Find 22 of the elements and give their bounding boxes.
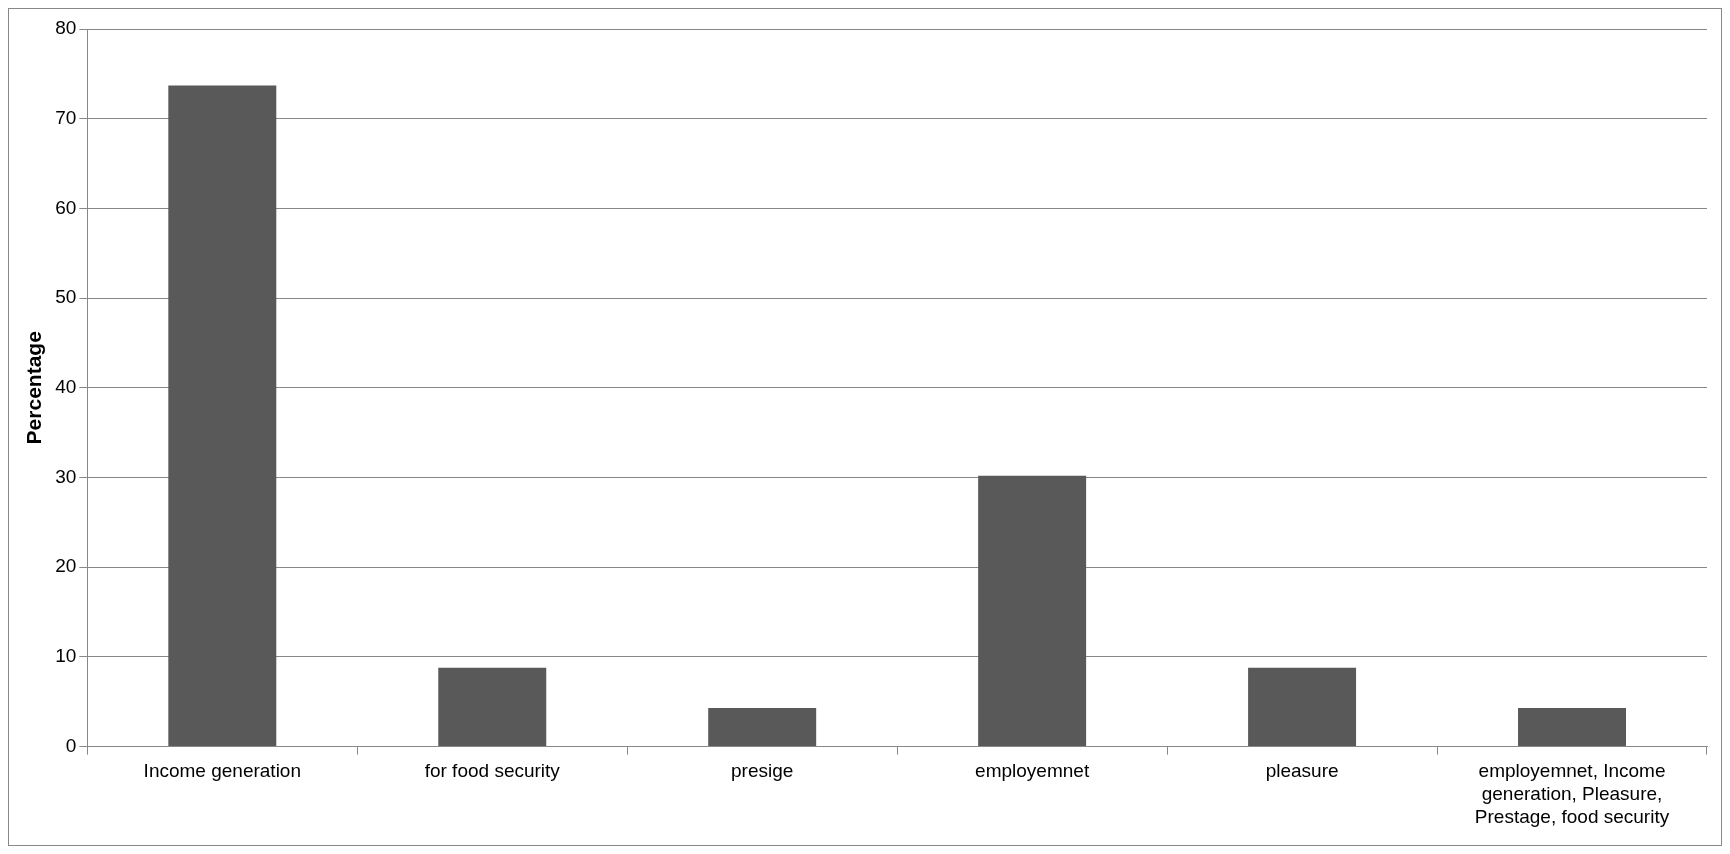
x-tick-label: for food security (424, 760, 561, 782)
y-tick-label: 50 (55, 286, 77, 308)
x-tick-label: Income generation (143, 760, 301, 782)
x-tick-label: presige (731, 760, 794, 782)
y-tick-label: 40 (55, 376, 77, 398)
bar (1248, 667, 1357, 747)
bar (708, 708, 817, 747)
bar (438, 667, 547, 747)
x-tick-label: pleasure (1265, 760, 1339, 782)
bar (168, 85, 277, 747)
x-tick-label: employemnet, Income generation, Pleasure, Prestage, food security (1474, 760, 1670, 827)
y-tick-label: 20 (55, 555, 77, 577)
y-tick-label: 0 (65, 734, 77, 756)
bar (978, 475, 1087, 747)
y-tick-label: 10 (55, 645, 77, 667)
y-axis-title: Percentage (22, 331, 46, 445)
y-tick-label: 70 (55, 106, 77, 128)
bar (1518, 708, 1627, 747)
y-tick-label: 30 (55, 465, 77, 487)
x-tick-label: employemnet (975, 760, 1090, 782)
y-tick-label: 80 (55, 17, 77, 39)
y-tick-label: 60 (55, 196, 77, 218)
